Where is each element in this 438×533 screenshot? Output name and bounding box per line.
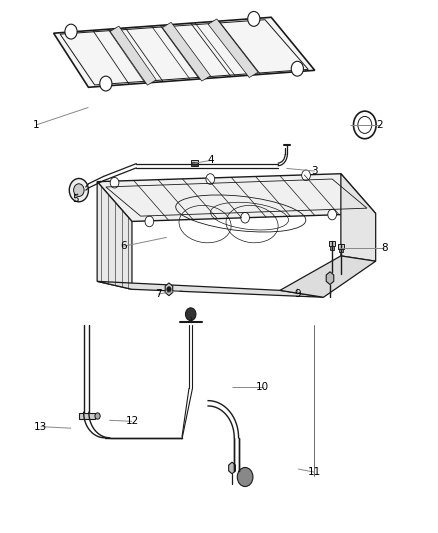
Text: 9: 9 [294,289,300,299]
Text: 8: 8 [381,243,388,253]
Circle shape [110,177,119,188]
Circle shape [69,179,88,202]
Text: 7: 7 [155,289,161,299]
Polygon shape [79,413,95,419]
Polygon shape [229,462,236,474]
Polygon shape [330,246,334,249]
Polygon shape [341,174,376,261]
Circle shape [291,61,304,76]
Circle shape [100,76,112,91]
Text: 5: 5 [72,194,79,204]
Text: 1: 1 [33,120,39,130]
Polygon shape [97,281,323,297]
Circle shape [65,24,77,39]
Circle shape [241,213,250,223]
Polygon shape [97,174,376,221]
Polygon shape [191,160,198,166]
Polygon shape [165,283,173,296]
Polygon shape [162,22,211,81]
Text: 3: 3 [311,166,318,176]
Polygon shape [338,244,344,249]
Polygon shape [329,241,335,246]
Circle shape [328,209,336,220]
Circle shape [74,184,84,197]
Circle shape [95,413,100,419]
Polygon shape [326,272,334,285]
Polygon shape [97,182,132,289]
Text: 10: 10 [256,382,269,392]
Polygon shape [280,256,376,297]
Text: 6: 6 [120,241,127,252]
Polygon shape [53,17,315,87]
Polygon shape [339,249,343,252]
Circle shape [358,116,372,133]
Polygon shape [110,26,156,85]
Circle shape [145,216,154,227]
Polygon shape [191,161,197,165]
Text: 13: 13 [34,422,47,432]
Text: 4: 4 [207,156,214,165]
Circle shape [353,111,376,139]
Text: 12: 12 [125,416,138,426]
Circle shape [248,12,260,26]
Circle shape [206,174,215,184]
Circle shape [302,170,311,181]
Text: 2: 2 [377,120,383,130]
Circle shape [185,308,196,320]
Circle shape [167,287,171,292]
Circle shape [237,467,253,487]
Text: 11: 11 [308,467,321,477]
Polygon shape [208,19,258,77]
